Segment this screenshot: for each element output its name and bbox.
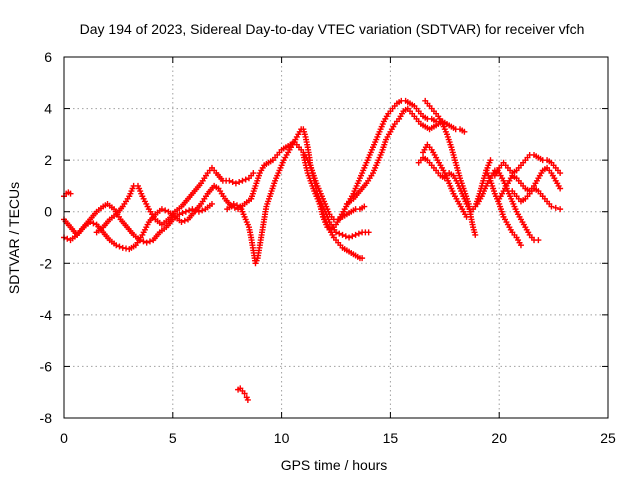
data-point [208, 200, 215, 207]
data-point [461, 128, 468, 135]
data-point [472, 231, 479, 238]
data-point [552, 204, 559, 211]
data-point [250, 170, 257, 177]
x-tick-label: 15 [383, 430, 399, 446]
data-point-fill [140, 238, 147, 245]
data-point [463, 213, 470, 220]
data-point [239, 177, 246, 184]
y-tick-label: 6 [44, 49, 52, 65]
data-points [61, 97, 564, 403]
data-point [548, 203, 555, 210]
data-point [176, 211, 183, 218]
data-point [137, 237, 144, 244]
data-point [365, 229, 372, 236]
data-point [339, 231, 346, 238]
y-tick-label: -4 [40, 307, 53, 323]
plot-frame [63, 56, 609, 419]
data-point [67, 190, 74, 197]
data-point-fill [146, 238, 153, 245]
data-point-fill [181, 217, 188, 224]
data-point [195, 208, 202, 215]
data-point [226, 177, 233, 184]
data-point [535, 237, 542, 244]
y-axis-label: SDTVAR / TECUs [6, 182, 22, 294]
data-point [557, 185, 564, 192]
data-point [557, 170, 564, 177]
data-point [182, 208, 189, 215]
data-point-fill [336, 230, 343, 237]
y-tick-label: -8 [40, 410, 53, 426]
data-point-fill [179, 210, 186, 217]
data-point-fill [162, 207, 169, 214]
data-point-fill [64, 235, 71, 242]
data-point [352, 231, 359, 238]
data-point [557, 206, 564, 213]
y-tick-label: 4 [44, 101, 52, 117]
data-point [244, 396, 251, 403]
data-point [230, 200, 237, 207]
data-point-fill [242, 176, 249, 183]
data-point [333, 229, 339, 236]
x-tick-label: 25 [600, 430, 616, 446]
data-point-fill [229, 179, 236, 186]
data-point [487, 157, 494, 164]
y-tick-label: 0 [44, 204, 52, 220]
data-point [143, 239, 150, 246]
x-tick-labels: 0 5 10 15 20 25 [60, 430, 616, 446]
data-point-fill [342, 233, 349, 240]
y-tick-label: 2 [44, 152, 52, 168]
data-point-fill [116, 243, 123, 250]
data-point [346, 234, 353, 241]
x-tick-label: 0 [60, 430, 68, 446]
y-tick-label: -2 [40, 255, 53, 271]
data-point-fill [349, 233, 356, 240]
data-point-fill [192, 207, 199, 214]
data-point [359, 255, 366, 262]
data-point [178, 219, 185, 226]
data-point-fill [186, 207, 193, 214]
data-point [361, 203, 368, 210]
data-point-fill [355, 230, 362, 237]
data-point-fill [236, 179, 243, 186]
data-point-fill [233, 202, 240, 209]
data-point [241, 390, 248, 397]
y-tick-labels: -8 -6 -4 -2 0 2 4 6 [40, 49, 53, 426]
data-point [517, 242, 524, 249]
x-tick-label: 10 [274, 430, 290, 446]
x-tick-label: 20 [491, 430, 507, 446]
data-point [189, 206, 196, 213]
data-point-fill [199, 207, 206, 214]
chart-title: Day 194 of 2023, Sidereal Day-to-day VTE… [80, 21, 585, 37]
data-point [158, 206, 165, 213]
x-tick-label: 5 [169, 430, 177, 446]
grid-lines [64, 57, 608, 418]
data-point-fill [90, 220, 97, 227]
data-point [232, 180, 239, 187]
data-point [113, 242, 120, 249]
y-tick-label: -6 [40, 358, 53, 374]
x-axis-label: GPS time / hours [281, 457, 388, 473]
